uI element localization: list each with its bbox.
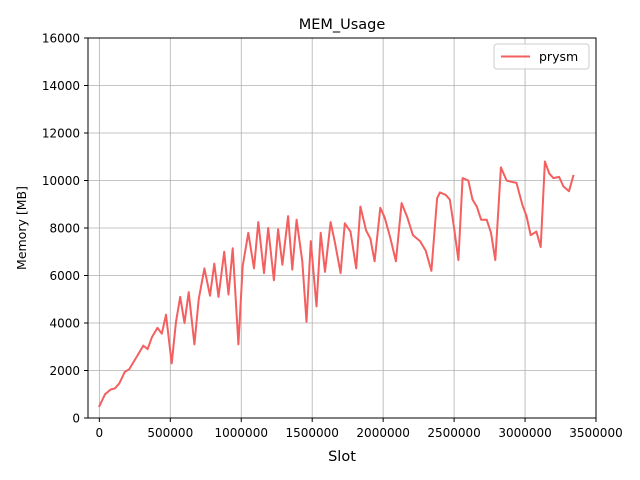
chart-title: MEM_Usage bbox=[299, 17, 386, 33]
x-tick-label: 500000 bbox=[147, 426, 193, 440]
legend: prysm bbox=[493, 43, 590, 70]
y-tick-label: 0 bbox=[72, 412, 80, 426]
x-tick-label: 2000000 bbox=[356, 426, 409, 440]
x-axis-label: Slot bbox=[328, 449, 356, 465]
x-tick-label: 3500000 bbox=[569, 426, 622, 440]
y-tick-label: 10000 bbox=[42, 174, 80, 188]
y-tick-label: 16000 bbox=[42, 32, 80, 46]
y-axis-ticks: 0 2000 4000 6000 8000 10000 12000 14000 16000 bbox=[42, 32, 88, 426]
y-tick-label: 2000 bbox=[49, 364, 80, 378]
legend-box bbox=[493, 43, 590, 70]
x-tick-label: 1500000 bbox=[285, 426, 338, 440]
series-line-prysm bbox=[98, 160, 575, 408]
x-tick-label: 1000000 bbox=[215, 426, 268, 440]
y-tick-label: 4000 bbox=[49, 317, 80, 331]
x-tick-label: 2500000 bbox=[427, 426, 480, 440]
y-tick-label: 14000 bbox=[42, 79, 80, 93]
x-tick-label: 0 bbox=[96, 426, 104, 440]
y-tick-label: 6000 bbox=[49, 269, 80, 283]
y-axis-label: Memory [MB] bbox=[14, 186, 29, 270]
y-tick-label: 8000 bbox=[49, 222, 80, 236]
legend-label: prysm bbox=[539, 49, 578, 64]
x-axis-ticks: 0 500000 1000000 1500000 2000000 2500000 30000… bbox=[96, 418, 623, 440]
series-layer bbox=[98, 160, 575, 408]
x-tick-label: 3000000 bbox=[498, 426, 551, 440]
y-tick-label: 12000 bbox=[42, 127, 80, 141]
